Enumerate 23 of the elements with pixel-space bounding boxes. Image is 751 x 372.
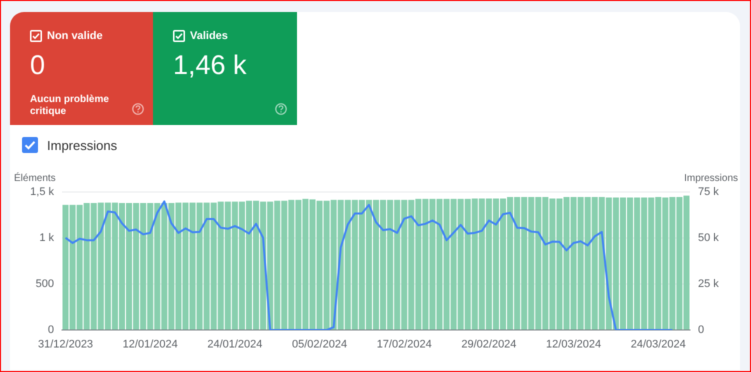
y-tick-label: 1,5 k: [30, 186, 54, 198]
x-tick-label: 12/03/2024: [546, 338, 602, 351]
text: Aucun problème critique: [30, 94, 110, 118]
y2-tick-label: 0: [698, 324, 704, 336]
x-tick-label: 24/01/2024: [207, 338, 262, 351]
text: 1,46 k: [173, 50, 247, 81]
legend-label: Impressions: [47, 138, 118, 152]
y2-axis-title: Impressions: [684, 172, 738, 184]
x-tick-label: 29/02/2024: [461, 338, 516, 351]
x-tick-label: 31/12/2023: [38, 338, 94, 351]
y-tick-label: 500: [36, 278, 54, 290]
text: Valides: [190, 30, 228, 42]
y2-tick-label: 25 k: [698, 278, 720, 290]
y-axis-title: Éléments: [14, 172, 56, 184]
x-tick-label: 12/01/2024: [122, 338, 178, 351]
y2-tick-label: 75 k: [698, 186, 720, 198]
x-tick-label: 17/02/2024: [376, 338, 432, 351]
y-tick-label: 1 k: [39, 232, 54, 244]
x-tick-label: 05/02/2024: [292, 338, 348, 351]
y2-tick-label: 50 k: [698, 232, 720, 244]
text: Non valide: [47, 30, 103, 42]
y-tick-label: 0: [48, 324, 54, 336]
x-tick-label: 24/03/2024: [630, 338, 686, 351]
